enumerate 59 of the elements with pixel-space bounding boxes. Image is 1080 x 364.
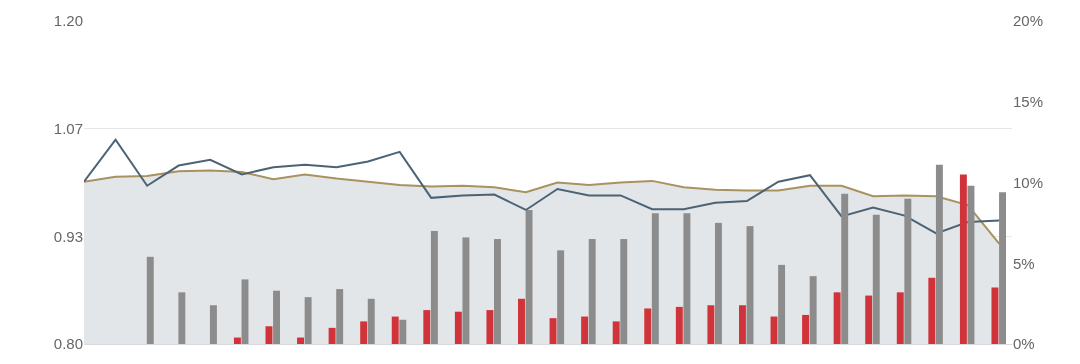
bar (612, 321, 620, 344)
bar (683, 213, 691, 344)
bar (297, 337, 305, 344)
bar (707, 305, 715, 344)
bar (304, 297, 312, 344)
bar (462, 237, 470, 344)
bar (581, 316, 589, 344)
y-tick-label: 1.07 (53, 119, 83, 137)
bar (430, 230, 438, 344)
bar (833, 292, 841, 344)
bar (841, 193, 849, 344)
bar (588, 239, 596, 344)
bar (904, 198, 912, 344)
bar (209, 305, 217, 344)
bar (518, 298, 525, 344)
bar (778, 264, 786, 344)
bar (336, 289, 344, 344)
bar (872, 214, 880, 344)
bar (675, 306, 683, 344)
bar (935, 164, 943, 344)
bar (233, 337, 241, 344)
y2-tick-label: 10% (1013, 173, 1044, 191)
y-tick-label: 0.93 (53, 227, 83, 245)
bar (273, 290, 281, 344)
bar (802, 314, 810, 344)
bar (146, 256, 154, 344)
y-tick-label: 1.20 (53, 12, 83, 30)
y-tick-label: 0.80 (53, 335, 83, 353)
bar (360, 321, 368, 344)
y2-tick-label: 15% (1013, 93, 1044, 110)
bar (549, 318, 557, 344)
bar (999, 192, 1006, 344)
bar (714, 222, 722, 344)
bar (620, 239, 628, 344)
y2-tick-label: 5% (1013, 254, 1035, 272)
bar (557, 250, 565, 344)
bar (809, 276, 817, 344)
bar (423, 310, 431, 344)
line-series (84, 138, 1001, 235)
bar (644, 308, 652, 344)
y2-tick-label: 0% (1013, 335, 1035, 353)
bar (865, 295, 873, 344)
bar (178, 292, 186, 344)
bar (454, 311, 462, 344)
bar (991, 287, 999, 344)
bar (928, 277, 936, 344)
bar (959, 174, 967, 344)
bar (967, 185, 975, 344)
bar (525, 209, 533, 344)
bar (328, 327, 336, 344)
bar (486, 310, 494, 344)
bar (494, 239, 501, 344)
bar (391, 316, 399, 344)
bar (367, 298, 375, 344)
bar (738, 305, 746, 344)
y2-tick-label: 20% (1013, 12, 1044, 30)
bar (399, 319, 407, 344)
bar (651, 213, 659, 344)
bar (896, 292, 904, 344)
